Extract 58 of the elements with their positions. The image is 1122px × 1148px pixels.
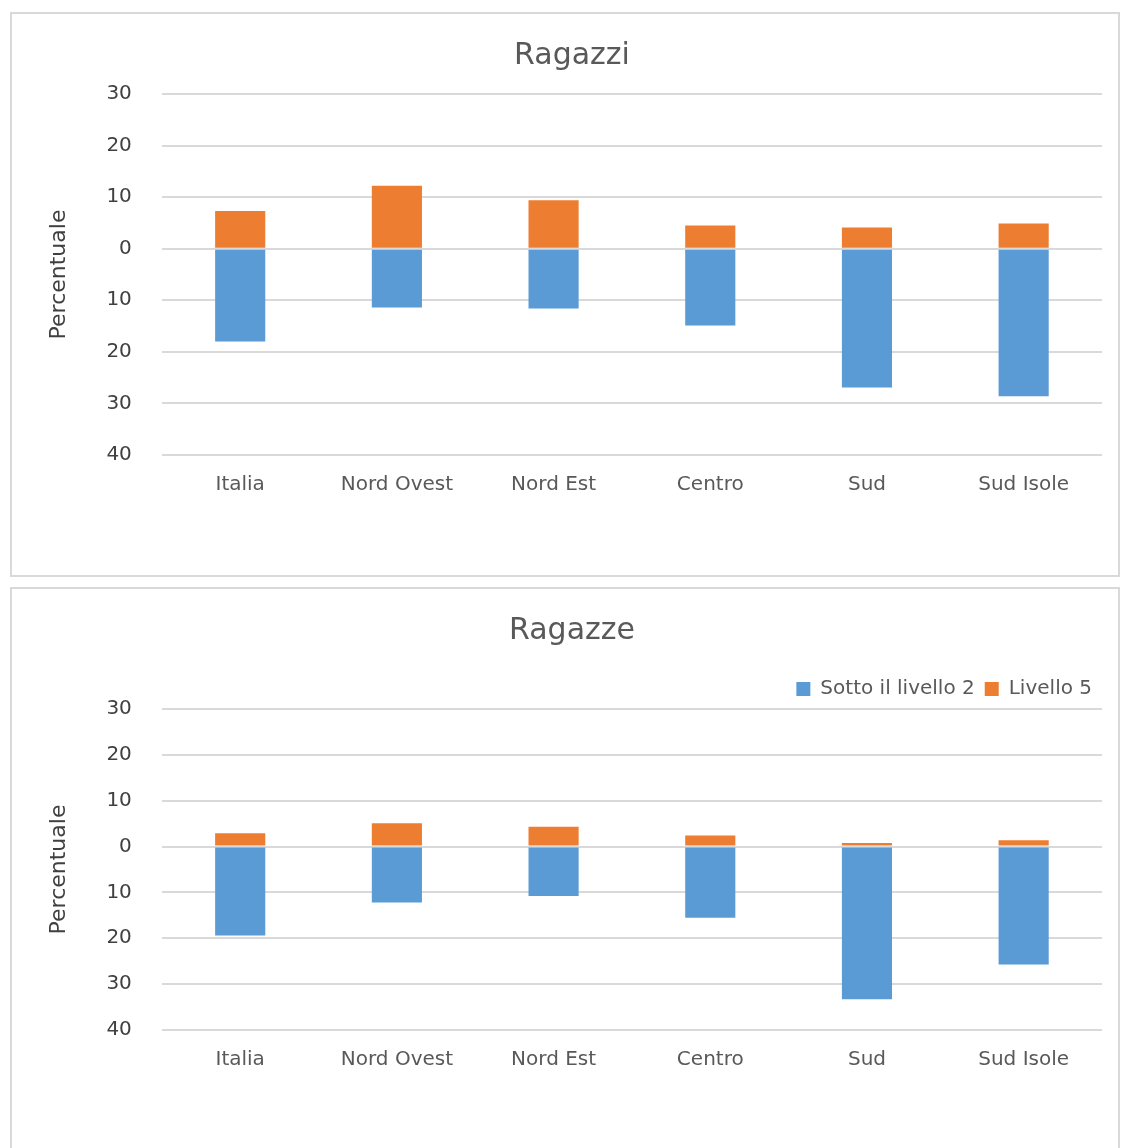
x-tick-label: Italia [215,471,265,496]
x-tick-label: Nord Ovest [340,471,454,496]
y-tick-label: 20 [106,924,132,949]
y-tick-label: 0 [119,832,132,857]
legend-label: Sotto il livello 2 [820,675,975,700]
x-tick-label: Sud Isole [978,471,1070,496]
bar [841,249,893,388]
y-tick-label: 30 [106,970,132,995]
bar [841,847,893,1000]
bar [685,225,736,248]
y-tick-label: 20 [106,741,132,766]
bar [528,200,579,248]
chart-title: Ragazzi [514,35,630,71]
bar [998,223,1049,248]
bar [998,840,1049,846]
bar [685,835,736,846]
y-tick-label: 40 [106,441,132,466]
y-axis-title: Percentuale [44,804,70,935]
y-tick-label: 30 [106,389,132,414]
x-tick-label: Centro [676,471,744,496]
x-tick-label: Sud Isole [978,1046,1070,1071]
y-axis-title: Percentuale [44,209,70,340]
x-tick-label: Sud [847,1046,886,1071]
y-tick-label: 10 [106,286,132,311]
bar [841,842,893,846]
x-tick-label: Centro [676,1046,744,1071]
bar [215,847,266,936]
bar [371,847,422,903]
bar [998,847,1049,965]
bar [371,249,422,308]
bar [528,847,579,897]
bar [528,249,579,309]
bar [998,249,1049,397]
bar [685,249,736,326]
x-tick-label: Nord Ovest [340,1046,454,1071]
bar [371,823,422,846]
chart-title: Ragazze [509,610,635,646]
x-tick-label: Italia [215,1046,265,1071]
x-tick-label: Sud [847,471,886,496]
legend-label: Livello 5 [1008,675,1093,700]
y-tick-label: 40 [106,1016,132,1041]
bar [371,185,422,248]
bar [841,227,893,248]
y-tick-label: 20 [106,338,132,363]
y-tick-label: 10 [106,786,132,811]
x-tick-label: Nord Est [511,471,597,496]
bar [685,847,736,918]
y-tick-label: 10 [106,878,132,903]
bar [215,249,266,342]
y-tick-label: 10 [106,183,132,208]
bar [215,833,266,846]
y-tick-label: 30 [106,695,132,720]
x-tick-label: Nord Est [511,1046,597,1071]
y-tick-label: 20 [106,131,132,156]
y-tick-label: 0 [119,234,132,259]
y-tick-label: 30 [106,80,132,105]
bar [528,826,579,846]
bar [215,211,266,248]
